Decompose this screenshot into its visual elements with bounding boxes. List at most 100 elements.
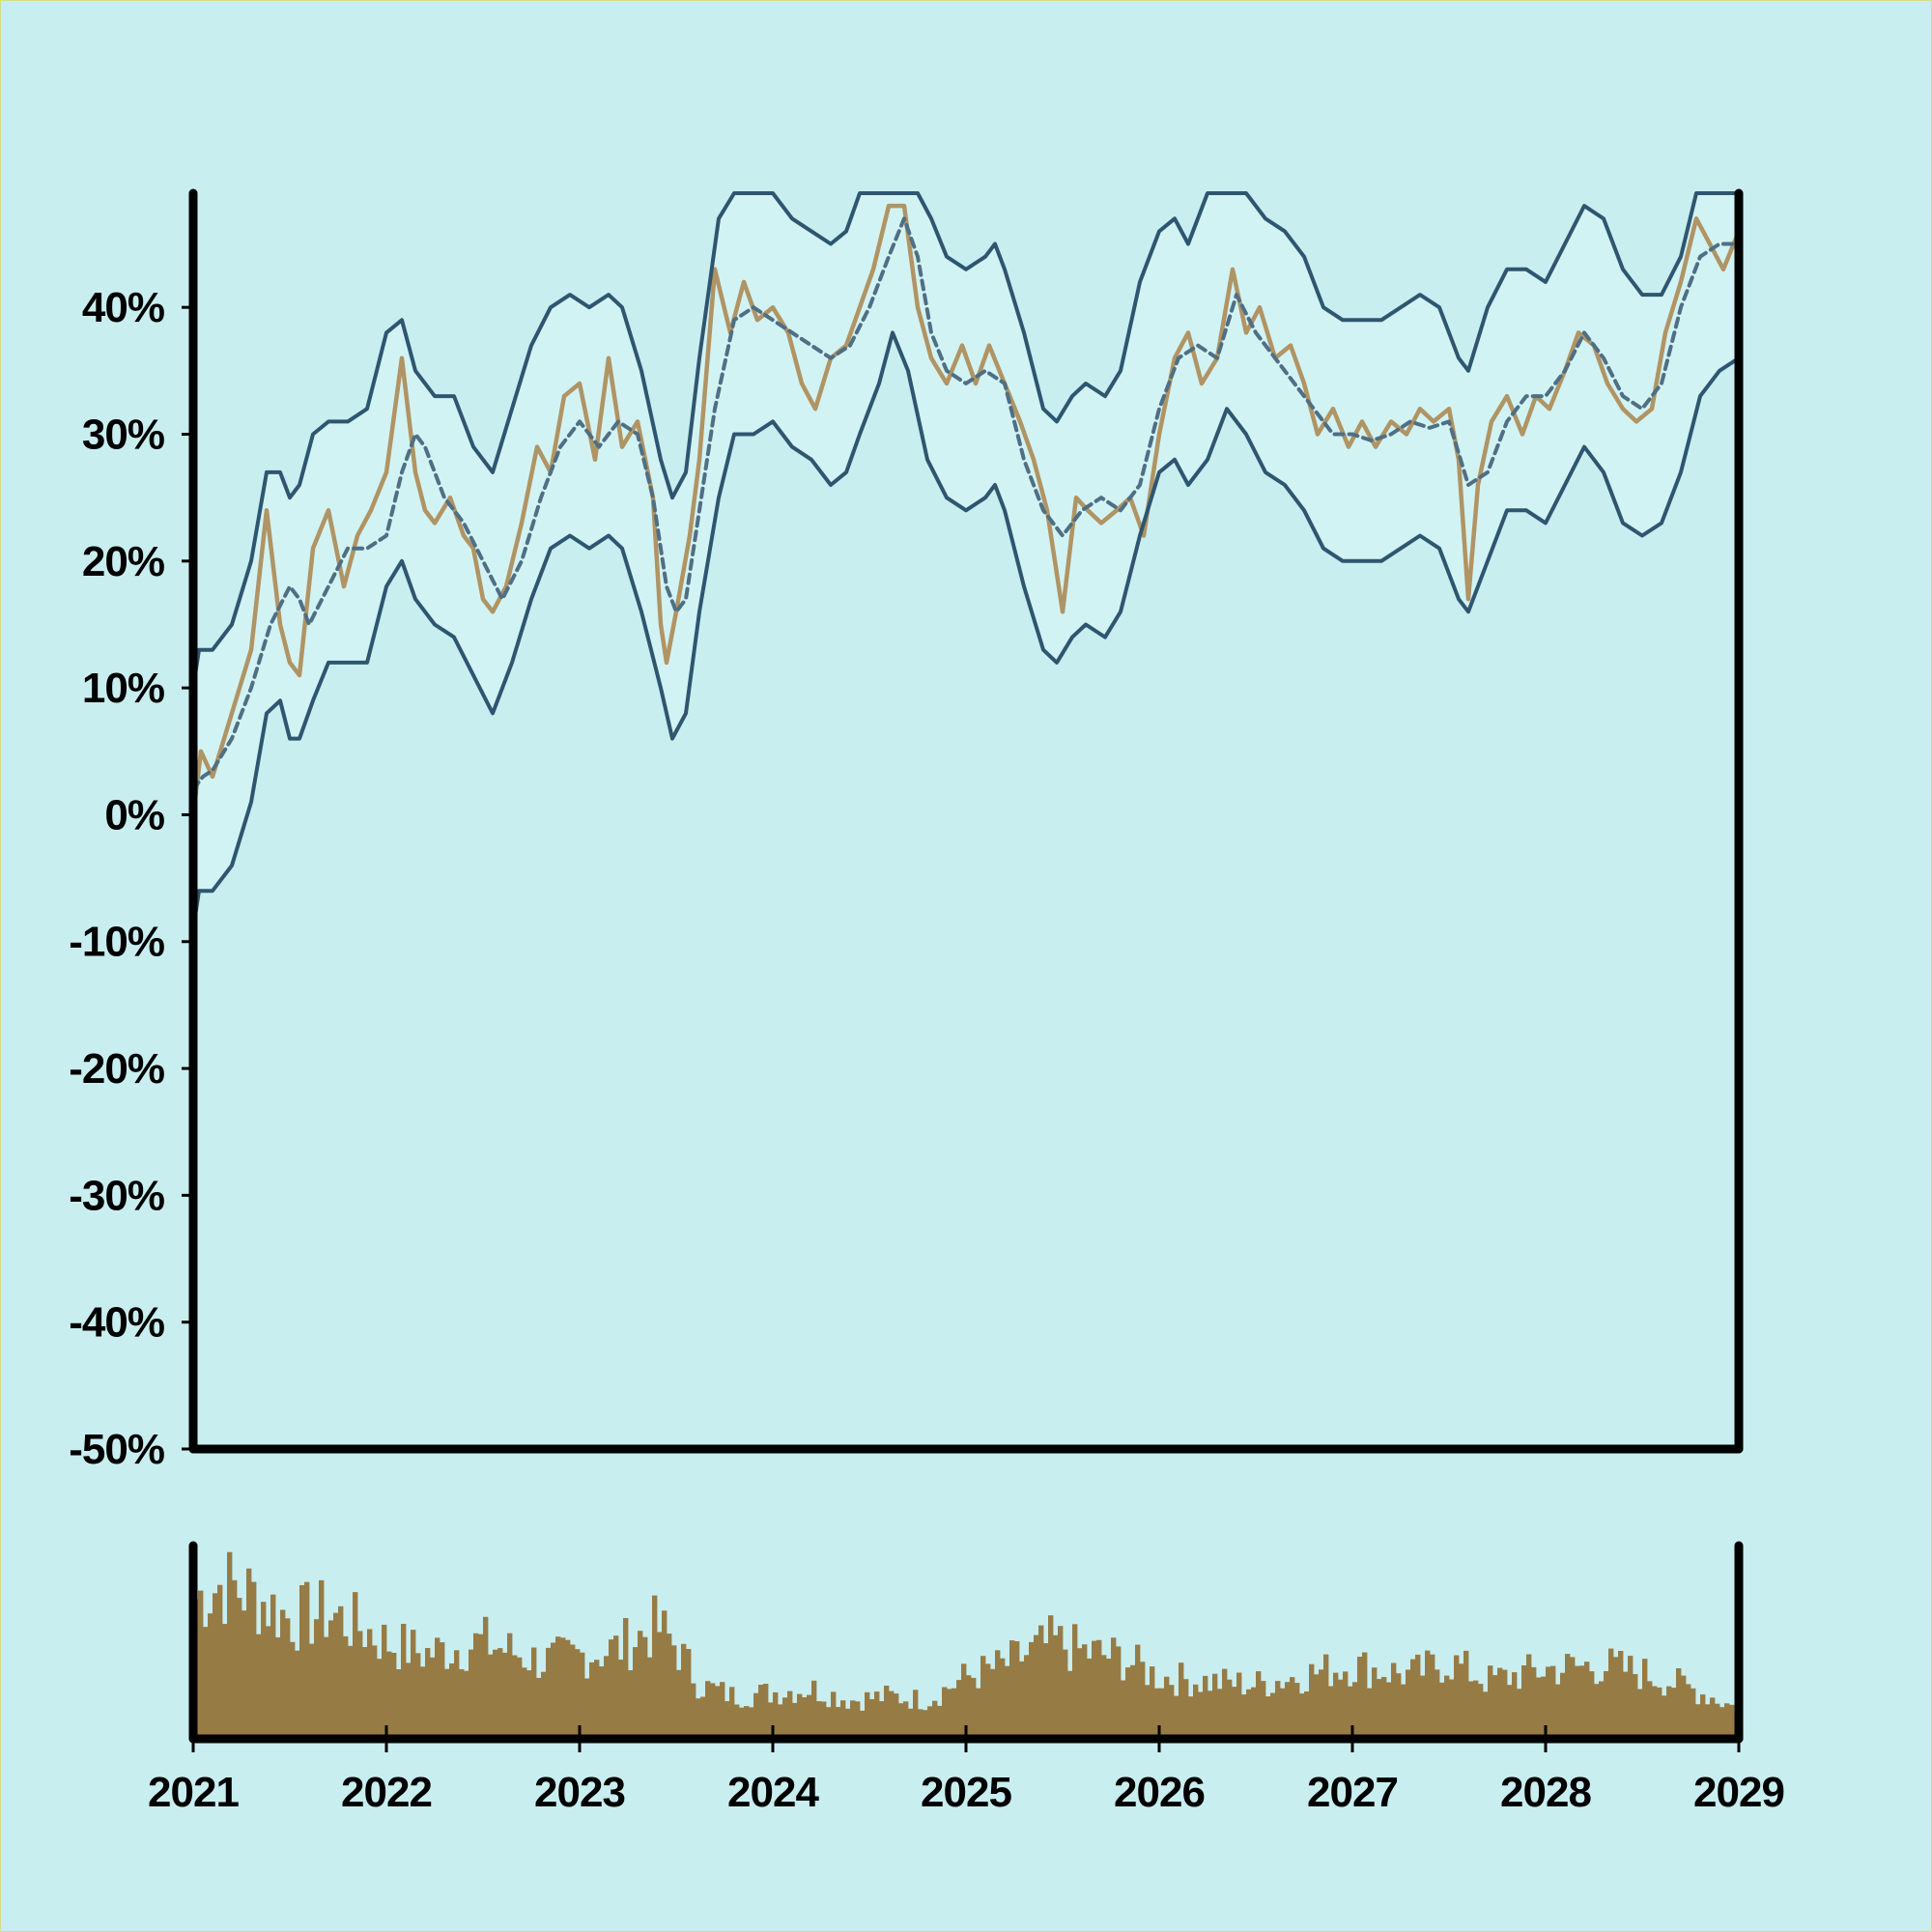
volume-bar <box>802 1697 808 1739</box>
volume-bar <box>357 1631 363 1739</box>
x-tick-label: 2029 <box>1693 1769 1784 1816</box>
volume-bar <box>1241 1694 1247 1739</box>
volume-bar <box>705 1681 711 1739</box>
volume-bar <box>1275 1681 1281 1739</box>
volume-bar <box>246 1568 252 1739</box>
volume-bar <box>840 1700 846 1739</box>
volume-bar <box>811 1680 817 1739</box>
volume-bar <box>343 1635 349 1739</box>
volume-bar <box>1526 1654 1532 1739</box>
volume-bar <box>362 1647 368 1739</box>
volume-bar <box>502 1652 508 1739</box>
volume-bar <box>1560 1672 1566 1739</box>
volume-bar <box>444 1668 450 1739</box>
x-tick-label: 2022 <box>341 1769 432 1816</box>
volume-bar <box>923 1710 928 1739</box>
volume-bar <box>816 1701 822 1739</box>
volume-bar <box>546 1647 552 1739</box>
volume-bar <box>710 1683 716 1739</box>
volume-bar <box>831 1691 837 1739</box>
volume-bar <box>1251 1687 1257 1739</box>
volume-bar <box>1695 1704 1701 1739</box>
volume-bar <box>285 1618 291 1739</box>
volume-bar <box>696 1698 701 1739</box>
volume-bar <box>1169 1685 1175 1739</box>
volume-bar <box>1164 1676 1170 1739</box>
volume-bar <box>889 1690 895 1739</box>
volume-bar <box>826 1707 832 1739</box>
volume-bar <box>1700 1694 1706 1739</box>
volume-bar <box>1372 1667 1378 1739</box>
x-tick-label: 2028 <box>1500 1769 1591 1816</box>
y-tick-label: 10% <box>82 665 164 712</box>
lower-line <box>191 330 1741 931</box>
volume-bar <box>1101 1655 1107 1739</box>
volume-bar <box>1005 1665 1010 1739</box>
volume-bar <box>894 1693 899 1739</box>
volume-bar <box>860 1710 866 1739</box>
volume-bar <box>536 1678 542 1739</box>
volume-bar <box>932 1700 938 1739</box>
volume-bar <box>913 1690 919 1739</box>
volume-bar <box>213 1593 218 1739</box>
volume-bar <box>1323 1654 1329 1739</box>
volume-bar <box>203 1627 209 1739</box>
volume-bar <box>526 1670 532 1739</box>
volume-bar <box>1459 1663 1464 1739</box>
volume-bar <box>1217 1689 1223 1739</box>
volume-bar <box>1299 1693 1305 1739</box>
volume-bar <box>328 1620 334 1739</box>
volume-bar <box>377 1659 383 1739</box>
volume-bar <box>512 1655 518 1739</box>
volume-bar <box>724 1701 730 1739</box>
volume-bar <box>1512 1672 1518 1739</box>
volume-bar <box>845 1708 851 1739</box>
volume-bar <box>483 1616 489 1739</box>
volume-bar <box>1623 1671 1629 1739</box>
volume-bar <box>633 1647 639 1739</box>
volume-bar <box>623 1618 629 1739</box>
volume-bar <box>990 1668 996 1739</box>
volume-bar <box>1439 1682 1445 1739</box>
volume-bar <box>1256 1671 1262 1739</box>
volume-bar <box>937 1705 943 1739</box>
volume-bar <box>758 1685 764 1739</box>
volume-bar <box>1463 1650 1469 1739</box>
volume-bar <box>1546 1666 1551 1739</box>
volume-bar <box>1067 1670 1073 1739</box>
volume-bar <box>454 1650 460 1739</box>
y-tick-label: -50% <box>69 1426 164 1473</box>
volume-bar <box>613 1635 619 1739</box>
volume-bar <box>406 1662 412 1739</box>
volume-bar <box>1063 1649 1068 1739</box>
volume-bar <box>386 1651 392 1739</box>
volume-bar <box>691 1683 696 1739</box>
y-tick-label: -20% <box>69 1045 164 1093</box>
volume-bar <box>1362 1652 1368 1739</box>
volume-bar <box>739 1707 745 1739</box>
volume-bar <box>1420 1675 1426 1739</box>
volume-bar <box>908 1708 914 1739</box>
volume-bar <box>1058 1626 1064 1739</box>
price-line <box>190 203 1742 817</box>
volume-bar <box>425 1648 431 1739</box>
volume-bar <box>768 1702 774 1739</box>
volume-bar <box>1092 1640 1097 1739</box>
volume-bar <box>1604 1671 1609 1739</box>
volume-bars-layer <box>193 1551 1740 1739</box>
volume-bar <box>1570 1657 1576 1739</box>
volume-bar <box>411 1630 416 1739</box>
volume-bar <box>1304 1691 1310 1739</box>
volume-bar <box>430 1657 436 1739</box>
volume-bar <box>372 1645 378 1739</box>
volume-bar <box>1135 1644 1141 1739</box>
volume-bar <box>1497 1667 1503 1739</box>
volume-bar <box>1536 1677 1542 1739</box>
volume-bar <box>1575 1665 1580 1739</box>
volume-bar <box>319 1579 325 1739</box>
volume-bar <box>1676 1668 1682 1739</box>
volume-bar <box>874 1691 880 1739</box>
volume-bar <box>1719 1707 1725 1739</box>
volume-bar <box>667 1634 672 1739</box>
